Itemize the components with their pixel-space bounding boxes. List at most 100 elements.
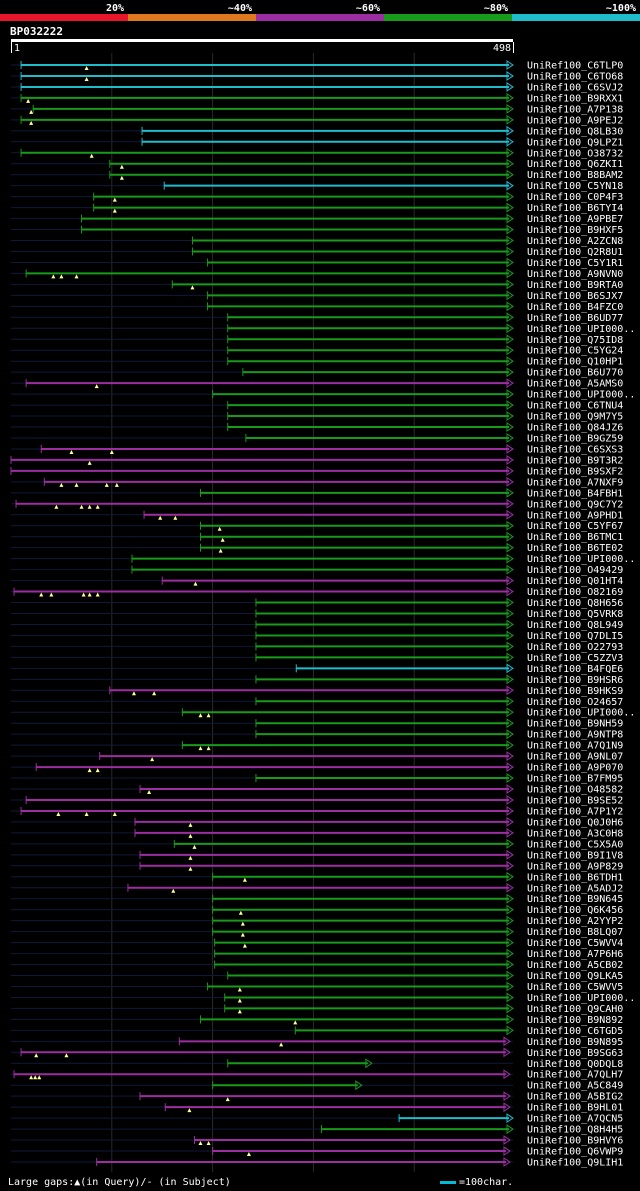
gap-marker — [109, 449, 114, 454]
hit-arrow — [506, 268, 514, 279]
hit-arrow — [503, 1102, 511, 1113]
hit-label: UniRef100_Q8L949 — [527, 620, 623, 631]
hit-arrow — [506, 838, 514, 849]
hit-label: UniRef100_B7FM95 — [527, 774, 623, 785]
hit-arrow — [506, 904, 514, 915]
hit-arrow — [506, 1124, 514, 1135]
gap-marker — [218, 548, 223, 553]
hit-label: UniRef100_B9N645 — [527, 894, 623, 905]
gap-legend-note: Large gaps:▲(in Query)/- (in Subject) — [8, 1177, 231, 1188]
hit-arrow — [506, 981, 514, 992]
hit-label: UniRef100_O22793 — [527, 642, 623, 653]
hit-arrow — [506, 827, 514, 838]
hit-label: UniRef100_C5WVV4 — [527, 938, 623, 949]
hit-label: UniRef100_O38732 — [527, 148, 623, 159]
gap-marker — [112, 208, 117, 213]
hit-arrow — [506, 279, 514, 290]
hit-arrow — [506, 257, 514, 268]
hit-label: UniRef100_C5X5A0 — [527, 839, 623, 850]
gap-marker — [29, 109, 34, 114]
hit-label: UniRef100_Q6K456 — [527, 905, 623, 916]
hit-arrow — [506, 882, 514, 893]
hit-label: UniRef100_B8LQ07 — [527, 927, 623, 938]
hit-arrow — [506, 158, 514, 169]
hit-arrow — [506, 367, 514, 378]
gap-marker — [29, 120, 34, 125]
hit-arrow — [503, 1036, 511, 1047]
hit-label: UniRef100_B9I1V8 — [527, 850, 623, 861]
gap-marker — [114, 482, 119, 487]
hit-label: UniRef100_Q9C7Y2 — [527, 499, 623, 510]
gap-marker — [84, 811, 89, 816]
hit-arrow — [503, 1091, 511, 1102]
hit-arrow — [506, 400, 514, 411]
hit-arrow — [506, 926, 514, 937]
hit-label: UniRef100_A7P138 — [527, 104, 623, 115]
hit-arrow — [506, 795, 514, 805]
hit-label: UniRef100_UPI000.. — [527, 993, 635, 1004]
hit-label: UniRef100_Q01HT4 — [527, 576, 623, 587]
hit-label: UniRef100_B4FBH1 — [527, 488, 623, 499]
hit-arrow — [503, 1069, 511, 1080]
hit-arrow — [506, 762, 514, 773]
hit-arrow — [506, 871, 514, 882]
gap-marker — [87, 460, 92, 465]
hit-label: UniRef100_Q9LIH1 — [527, 1158, 623, 1169]
hit-label: UniRef100_A5BIG2 — [527, 1092, 623, 1103]
hit-arrow — [506, 586, 514, 597]
hit-label: UniRef100_Q6ZKI1 — [527, 159, 623, 170]
hit-label: UniRef100_O48582 — [527, 785, 623, 796]
hit-label: UniRef100_A7P6H6 — [527, 949, 623, 960]
gap-marker — [89, 153, 94, 158]
gap-marker — [198, 713, 203, 718]
hit-label: UniRef100_UPI000.. — [527, 708, 635, 719]
hit-arrow — [506, 784, 514, 794]
identity-legend: 20% ~40% ~60% ~80% ~100% — [0, 3, 640, 21]
hit-arrow — [506, 630, 514, 641]
gap-marker — [37, 1075, 42, 1080]
hit-label: UniRef100_B9GZ59 — [527, 433, 623, 444]
hit-arrow — [506, 1003, 514, 1014]
hit-label: UniRef100_B9NH59 — [527, 719, 623, 730]
hit-label: UniRef100_B9SE52 — [527, 795, 623, 806]
hit-arrow — [506, 1014, 514, 1025]
gap-marker — [112, 197, 117, 202]
hit-arrow — [506, 531, 514, 542]
hit-label: UniRef100_C5YG24 — [527, 346, 623, 357]
hit-arrow — [506, 454, 514, 465]
gap-marker — [188, 833, 193, 838]
gap-marker — [26, 98, 31, 103]
gap-marker — [56, 811, 61, 816]
hit-arrow — [506, 948, 514, 959]
hit-arrow — [506, 685, 514, 696]
hit-label: UniRef100_C5YN18 — [527, 181, 623, 192]
hit-label: UniRef100_Q5VRK8 — [527, 609, 623, 620]
gap-marker — [119, 164, 124, 169]
gap-marker — [87, 504, 92, 509]
hit-label: UniRef100_B6UD77 — [527, 313, 623, 324]
hit-arrow — [506, 498, 514, 509]
hit-label: UniRef100_O49429 — [527, 565, 623, 576]
hit-label: UniRef100_A7NXF9 — [527, 477, 623, 488]
legend-swatch — [0, 14, 128, 21]
gap-marker — [206, 746, 211, 751]
gap-marker — [279, 1042, 284, 1047]
hit-arrow — [506, 520, 514, 531]
hit-label: UniRef100_A9P070 — [527, 763, 623, 774]
gap-marker — [51, 274, 56, 279]
scale-swatch — [440, 1180, 456, 1184]
hit-arrow — [506, 641, 514, 652]
legend-label: 20% — [106, 3, 124, 14]
hit-label: UniRef100_Q10HP1 — [527, 357, 623, 368]
hit-label: UniRef100_A5ADJ2 — [527, 883, 623, 894]
gap-marker — [240, 921, 245, 926]
hit-label: UniRef100_UPI000.. — [527, 324, 635, 335]
gap-marker — [147, 790, 152, 795]
hit-arrow — [506, 1025, 514, 1036]
hit-label: UniRef100_Q0DQL8 — [527, 1059, 623, 1070]
hit-label: UniRef100_B9HL01 — [527, 1103, 623, 1114]
gap-marker — [171, 888, 176, 893]
legend-swatch — [128, 14, 256, 21]
hit-label: UniRef100_A5CB02 — [527, 960, 623, 971]
